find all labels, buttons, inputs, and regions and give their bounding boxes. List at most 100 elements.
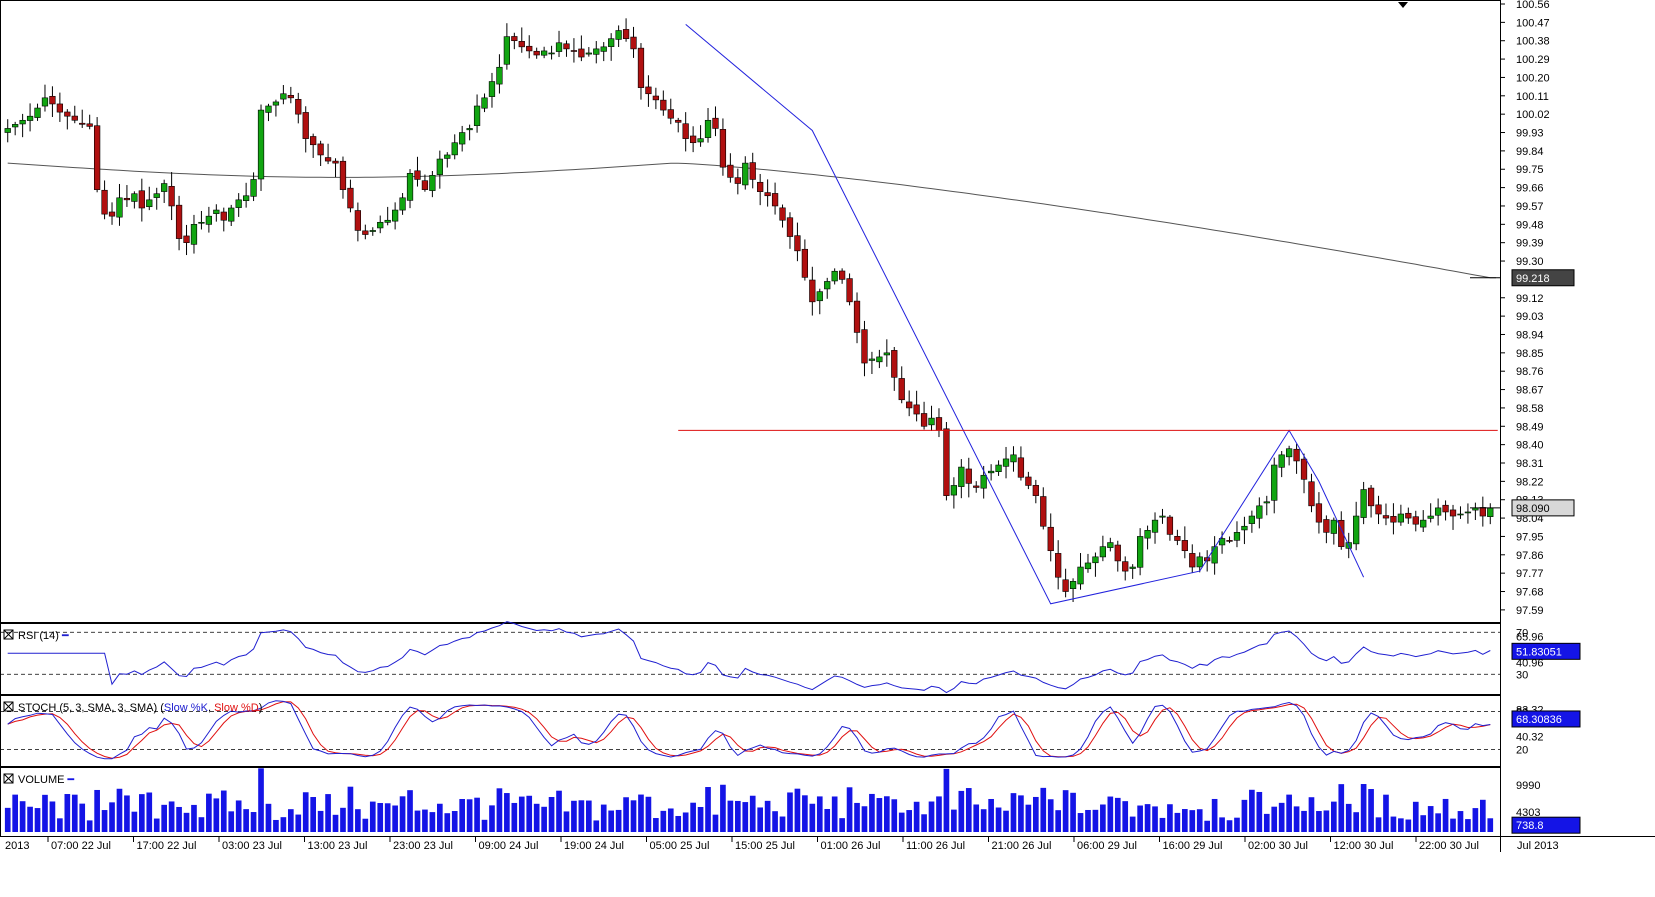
volume-bar [1189, 810, 1196, 832]
volume-bar [965, 788, 972, 832]
volume-bar [332, 814, 339, 832]
price-tick-label: 100.29 [1516, 54, 1550, 66]
volume-bar [936, 796, 942, 832]
volume-bar [1457, 811, 1464, 832]
candle-bull [146, 199, 153, 208]
candle-bear [1017, 457, 1025, 478]
candle-bear [362, 230, 369, 235]
price-tick-label: 99.93 [1516, 128, 1544, 140]
price-tick-label: 100.02 [1516, 109, 1550, 121]
candle-bull [995, 464, 1002, 473]
price-tick-label: 100.38 [1516, 36, 1550, 48]
volume-bar [883, 796, 890, 832]
time-tick-label: 06:00 29 Jul [1077, 840, 1137, 852]
candle-bull [928, 417, 935, 426]
volume-bar [787, 792, 793, 832]
price-tick-label: 100.56 [1516, 0, 1550, 11]
candle-bear [809, 279, 816, 303]
volume-bar [1465, 819, 1471, 832]
volume-bar [846, 787, 853, 832]
candle-bull [391, 209, 399, 222]
volume-bar [816, 796, 823, 832]
time-tick-label: 15:00 25 Jul [735, 840, 795, 852]
volume-bar [1040, 787, 1047, 832]
volume-bar [1472, 808, 1479, 832]
candle-bear [1375, 504, 1382, 515]
volume-bar [608, 810, 615, 832]
volume-bar [213, 798, 220, 832]
candle-bull [1196, 556, 1203, 568]
rsi-line [7, 621, 1491, 694]
time-tick-label: 22:00 30 Jul [1419, 840, 1479, 852]
volume-bar [906, 810, 913, 832]
candle-bull [1099, 546, 1107, 558]
volume-bar [831, 796, 838, 832]
candle-bear [354, 210, 362, 231]
stoch-k-line [7, 700, 1491, 760]
volume-bar [1174, 812, 1181, 832]
candle-bull [1353, 515, 1360, 545]
volume-bar [1375, 817, 1382, 832]
volume-bar [980, 809, 987, 832]
volume-bar [1100, 804, 1106, 832]
candle-bear [1189, 553, 1196, 568]
volume-bar [116, 788, 123, 832]
candle-bear [64, 111, 71, 117]
candle-bull [540, 50, 548, 56]
candle-bull [1151, 519, 1159, 533]
volume-bar [578, 800, 585, 832]
price-tick-label: 99.84 [1516, 146, 1544, 158]
price-tick-label: 100.20 [1516, 72, 1550, 84]
candle-bull [153, 193, 160, 198]
volume-bar [951, 809, 957, 832]
volume-bar [1442, 798, 1449, 832]
volume-bar [1211, 798, 1218, 832]
candle-bull [1233, 532, 1241, 541]
volume-bar [511, 802, 518, 832]
candle-bear [56, 103, 64, 113]
panel-current-box [1511, 710, 1581, 728]
time-tick-label: 16:00 29 Jul [1163, 840, 1223, 852]
candle-bull [473, 105, 481, 126]
price-tick-label: 100.47 [1516, 17, 1550, 29]
candle-bear [578, 48, 585, 58]
panel-close-icon [3, 629, 14, 640]
volume-bar [526, 795, 533, 832]
rsi-swatch: ━ [59, 630, 69, 642]
volume-bar [1293, 806, 1300, 832]
volume-bar [1390, 816, 1397, 832]
panel-close-cross [3, 701, 14, 712]
volume-bar [1256, 791, 1263, 832]
candle-bull [496, 66, 503, 85]
candle-bull [1002, 458, 1010, 467]
candle-bull [242, 195, 250, 201]
candle-bull [235, 199, 242, 208]
volume-bar [913, 801, 920, 832]
volume-bar [854, 802, 860, 832]
panel-tick-label: 30 [1516, 669, 1528, 681]
price-tick-label: 98.40 [1516, 440, 1544, 452]
candle-bear [652, 95, 660, 101]
volume-bar [1383, 794, 1389, 832]
volume-bar [690, 802, 696, 832]
volume-bar [302, 792, 309, 832]
candle-bear [838, 270, 846, 280]
candle-bull [466, 128, 473, 131]
time-tick-label: 07:00 22 Jul [51, 840, 111, 852]
candle-bear [891, 350, 898, 378]
candle-bear [675, 119, 682, 123]
volume-bar [109, 802, 115, 832]
volume-bar [675, 815, 682, 832]
volume-bar [928, 801, 935, 832]
scroll-indicator-icon [1398, 2, 1408, 8]
volume-bar [697, 806, 704, 832]
rsi-title: RSI (14) [18, 630, 59, 642]
zigzag-line [685, 24, 1365, 605]
volume-bar [42, 794, 48, 832]
candle-bull [213, 209, 220, 214]
panel-tick-label: 4303 [1516, 807, 1540, 819]
volume-bar [317, 810, 324, 832]
candle-bull [34, 107, 41, 118]
